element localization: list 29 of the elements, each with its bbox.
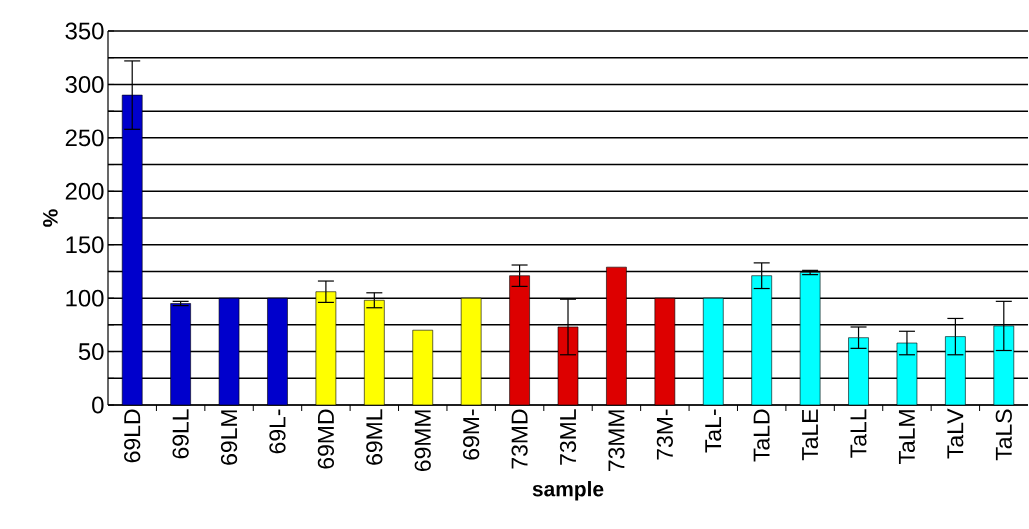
x-tick-label: TaLV	[947, 408, 964, 459]
y-axis-title: %	[43, 209, 58, 227]
x-tick-label: TaLL	[850, 409, 867, 458]
x-tick-label: 69L-	[269, 409, 286, 454]
x-tick-label: 69LM	[220, 410, 238, 465]
x-tick-label: 69MM	[414, 410, 431, 472]
x-tick-label: 69LD	[124, 409, 141, 463]
x-axis-title: sample	[532, 481, 604, 501]
x-tick-label: 69MD	[317, 409, 334, 469]
y-tick-label: 150	[66, 236, 104, 254]
y-tick-label: 100	[66, 289, 104, 307]
x-tick-label: 69M-	[463, 409, 480, 460]
y-tick-label: 350	[65, 22, 104, 40]
x-tick-label: 69LL	[172, 409, 189, 459]
y-tick-label: 50	[78, 343, 104, 361]
x-tick-label: TaLS	[995, 409, 1012, 461]
y-tick-label: 0	[92, 396, 104, 414]
y-tick-label: 250	[65, 129, 104, 147]
x-tick-label: 73M-	[656, 409, 673, 460]
x-tick-label: TaLM	[898, 410, 915, 465]
x-tick-label: 73MD	[511, 409, 528, 469]
x-tick-label: TaLE	[802, 409, 819, 461]
x-tick-label: TaL-	[705, 409, 722, 453]
x-tick-label: TaLD	[753, 409, 770, 462]
y-tick-label: 200	[65, 182, 104, 200]
x-tick-label: 73ML	[559, 409, 577, 465]
x-tick-label: 73MM	[608, 410, 625, 472]
y-tick-label: 300	[65, 75, 104, 93]
x-tick-label: 69ML	[366, 409, 383, 465]
